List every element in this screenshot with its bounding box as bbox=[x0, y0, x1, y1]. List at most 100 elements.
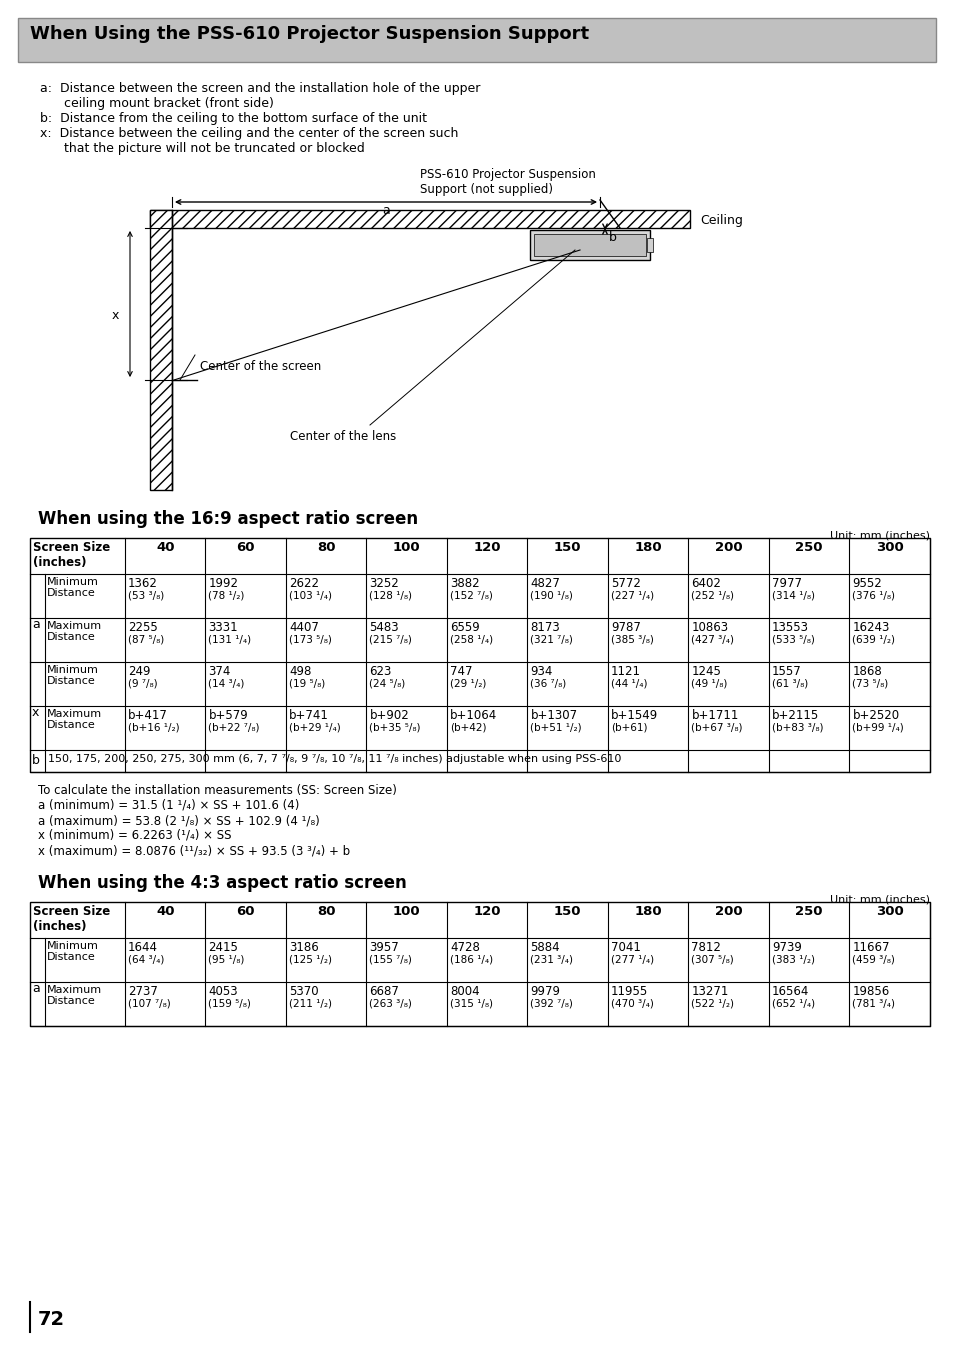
Bar bbox=[646, 238, 652, 251]
Bar bbox=[18, 18, 935, 62]
Text: 5772: 5772 bbox=[610, 577, 640, 589]
Text: (29 ¹/₂): (29 ¹/₂) bbox=[450, 677, 486, 688]
Text: 9979: 9979 bbox=[530, 986, 560, 998]
Text: x (minimum) = 6.2263 (¹/₄) × SS: x (minimum) = 6.2263 (¹/₄) × SS bbox=[38, 829, 232, 842]
Text: 5370: 5370 bbox=[289, 986, 318, 998]
Text: (522 ¹/₂): (522 ¹/₂) bbox=[691, 998, 734, 1009]
Text: b+1711: b+1711 bbox=[691, 708, 739, 722]
Text: To calculate the installation measurements (SS: Screen Size): To calculate the installation measuremen… bbox=[38, 784, 396, 796]
Text: b+579: b+579 bbox=[209, 708, 248, 722]
Bar bbox=[530, 230, 649, 260]
Text: 7977: 7977 bbox=[771, 577, 801, 589]
Text: b+2115: b+2115 bbox=[771, 708, 819, 722]
Text: (376 ¹/₈): (376 ¹/₈) bbox=[852, 589, 895, 600]
Text: (b+67 ³/₈): (b+67 ³/₈) bbox=[691, 722, 742, 731]
Text: 13271: 13271 bbox=[691, 986, 728, 998]
Text: b+1549: b+1549 bbox=[610, 708, 658, 722]
Text: 2622: 2622 bbox=[289, 577, 318, 589]
Text: 9552: 9552 bbox=[852, 577, 882, 589]
Text: 2415: 2415 bbox=[209, 941, 238, 955]
Text: (781 ³/₄): (781 ³/₄) bbox=[852, 998, 895, 1009]
Text: 6687: 6687 bbox=[369, 986, 399, 998]
Text: (263 ³/₈): (263 ³/₈) bbox=[369, 998, 412, 1009]
Text: (252 ¹/₈): (252 ¹/₈) bbox=[691, 589, 734, 600]
Text: (53 ³/₈): (53 ³/₈) bbox=[128, 589, 164, 600]
Text: 2255: 2255 bbox=[128, 621, 157, 634]
Text: (14 ³/₄): (14 ³/₄) bbox=[209, 677, 245, 688]
Text: Screen Size
(inches): Screen Size (inches) bbox=[33, 541, 111, 569]
Text: PSS-610 Projector Suspension: PSS-610 Projector Suspension bbox=[419, 168, 596, 181]
Text: (b+42): (b+42) bbox=[450, 722, 486, 731]
Bar bbox=[534, 234, 645, 256]
Text: Minimum: Minimum bbox=[47, 941, 99, 950]
Text: Unit: mm (inches): Unit: mm (inches) bbox=[829, 530, 929, 539]
Text: Distance: Distance bbox=[47, 676, 95, 685]
Text: Support (not supplied): Support (not supplied) bbox=[419, 183, 553, 196]
Text: 150: 150 bbox=[554, 904, 581, 918]
Text: Distance: Distance bbox=[47, 996, 95, 1006]
Text: 200: 200 bbox=[714, 541, 741, 554]
Text: (427 ³/₄): (427 ³/₄) bbox=[691, 634, 734, 644]
Text: Distance: Distance bbox=[47, 631, 95, 642]
Text: 7812: 7812 bbox=[691, 941, 720, 955]
Text: (315 ¹/₈): (315 ¹/₈) bbox=[450, 998, 493, 1009]
Text: 1644: 1644 bbox=[128, 941, 158, 955]
Text: ceiling mount bracket (front side): ceiling mount bracket (front side) bbox=[40, 97, 274, 110]
Text: 40: 40 bbox=[156, 904, 174, 918]
Text: 3957: 3957 bbox=[369, 941, 399, 955]
Text: (652 ¹/₄): (652 ¹/₄) bbox=[771, 998, 814, 1009]
Text: 300: 300 bbox=[875, 904, 902, 918]
Text: b+417: b+417 bbox=[128, 708, 168, 722]
Text: Maximum: Maximum bbox=[47, 708, 102, 719]
Text: (b+99 ¹/₄): (b+99 ¹/₄) bbox=[852, 722, 903, 731]
Text: (392 ⁷/₈): (392 ⁷/₈) bbox=[530, 998, 573, 1009]
Text: x: x bbox=[112, 310, 118, 322]
Text: (186 ¹/₄): (186 ¹/₄) bbox=[450, 955, 493, 964]
Text: (87 ⁵/₈): (87 ⁵/₈) bbox=[128, 634, 164, 644]
Text: 1992: 1992 bbox=[209, 577, 238, 589]
Text: 3252: 3252 bbox=[369, 577, 399, 589]
Text: x:  Distance between the ceiling and the center of the screen such: x: Distance between the ceiling and the … bbox=[40, 127, 457, 141]
Text: b: b bbox=[32, 754, 40, 767]
Text: (b+61): (b+61) bbox=[610, 722, 647, 731]
Text: a (maximum) = 53.8 (2 ¹/₈) × SS + 102.9 (4 ¹/₈): a (maximum) = 53.8 (2 ¹/₈) × SS + 102.9 … bbox=[38, 814, 319, 827]
Text: 16243: 16243 bbox=[852, 621, 889, 634]
Text: (b+22 ⁷/₈): (b+22 ⁷/₈) bbox=[209, 722, 260, 731]
Text: 7041: 7041 bbox=[610, 941, 640, 955]
Text: (b+35 ⁵/₈): (b+35 ⁵/₈) bbox=[369, 722, 420, 731]
Text: 9739: 9739 bbox=[771, 941, 801, 955]
Text: When Using the PSS-610 Projector Suspension Support: When Using the PSS-610 Projector Suspens… bbox=[30, 24, 589, 43]
Text: b: b bbox=[608, 231, 617, 243]
Bar bbox=[150, 210, 172, 489]
Text: (73 ⁵/₈): (73 ⁵/₈) bbox=[852, 677, 888, 688]
Text: 4053: 4053 bbox=[209, 986, 238, 998]
Text: (49 ¹/₈): (49 ¹/₈) bbox=[691, 677, 727, 688]
Text: a: a bbox=[382, 204, 390, 218]
Text: 11955: 11955 bbox=[610, 986, 648, 998]
Text: 10863: 10863 bbox=[691, 621, 728, 634]
Text: 11667: 11667 bbox=[852, 941, 889, 955]
Text: 8173: 8173 bbox=[530, 621, 559, 634]
Text: 180: 180 bbox=[634, 541, 661, 554]
Text: 180: 180 bbox=[634, 904, 661, 918]
Text: 150: 150 bbox=[554, 541, 581, 554]
Text: (231 ³/₄): (231 ³/₄) bbox=[530, 955, 573, 964]
Text: 250: 250 bbox=[795, 904, 822, 918]
Bar bbox=[30, 902, 929, 1026]
Text: Center of the lens: Center of the lens bbox=[290, 430, 395, 443]
Text: (107 ⁷/₈): (107 ⁷/₈) bbox=[128, 998, 171, 1009]
Text: 80: 80 bbox=[316, 904, 335, 918]
Text: b+2520: b+2520 bbox=[852, 708, 899, 722]
Text: (24 ⁵/₈): (24 ⁵/₈) bbox=[369, 677, 405, 688]
Text: 4827: 4827 bbox=[530, 577, 559, 589]
Text: (b+16 ¹/₂): (b+16 ¹/₂) bbox=[128, 722, 179, 731]
Text: (383 ¹/₂): (383 ¹/₂) bbox=[771, 955, 814, 964]
Text: Maximum: Maximum bbox=[47, 986, 102, 995]
Text: 200: 200 bbox=[714, 904, 741, 918]
Text: (b+51 ¹/₂): (b+51 ¹/₂) bbox=[530, 722, 581, 731]
Text: (307 ⁵/₈): (307 ⁵/₈) bbox=[691, 955, 734, 964]
Text: 150, 175, 200, 250, 275, 300 mm (6, 7, 7 ⁷/₈, 9 ⁷/₈, 10 ⁷/₈, 11 ⁷/₈ inches) adju: 150, 175, 200, 250, 275, 300 mm (6, 7, 7… bbox=[48, 754, 620, 764]
Text: a: a bbox=[32, 982, 40, 995]
Text: Distance: Distance bbox=[47, 952, 95, 963]
Text: x: x bbox=[32, 706, 39, 719]
